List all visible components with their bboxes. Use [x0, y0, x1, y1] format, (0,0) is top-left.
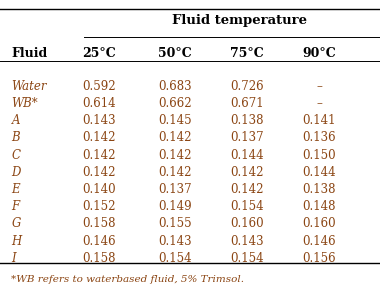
Text: 0.143: 0.143 — [82, 114, 116, 127]
Text: 0.136: 0.136 — [302, 131, 336, 144]
Text: 0.141: 0.141 — [302, 114, 336, 127]
Text: 0.160: 0.160 — [302, 217, 336, 230]
Text: 90°C: 90°C — [302, 47, 336, 60]
Text: 0.149: 0.149 — [158, 200, 192, 213]
Text: 0.671: 0.671 — [230, 97, 264, 110]
Text: Water: Water — [11, 80, 47, 93]
Text: 0.154: 0.154 — [230, 252, 264, 265]
Text: 0.143: 0.143 — [230, 235, 264, 248]
Text: 0.146: 0.146 — [302, 235, 336, 248]
Text: 0.146: 0.146 — [82, 235, 116, 248]
Text: Fluid: Fluid — [11, 47, 48, 60]
Text: B: B — [11, 131, 20, 144]
Text: 0.152: 0.152 — [82, 200, 116, 213]
Text: –: – — [316, 80, 322, 93]
Text: 0.142: 0.142 — [82, 166, 116, 179]
Text: 0.137: 0.137 — [230, 131, 264, 144]
Text: F: F — [11, 200, 19, 213]
Text: 0.726: 0.726 — [230, 80, 264, 93]
Text: 50°C: 50°C — [158, 47, 192, 60]
Text: 0.142: 0.142 — [158, 166, 192, 179]
Text: G: G — [11, 217, 21, 230]
Text: 0.142: 0.142 — [158, 148, 192, 162]
Text: 0.148: 0.148 — [302, 200, 336, 213]
Text: 0.662: 0.662 — [158, 97, 192, 110]
Text: 0.137: 0.137 — [158, 183, 192, 196]
Text: 0.145: 0.145 — [158, 114, 192, 127]
Text: 0.142: 0.142 — [230, 183, 264, 196]
Text: 0.158: 0.158 — [82, 217, 116, 230]
Text: 0.156: 0.156 — [302, 252, 336, 265]
Text: Fluid temperature: Fluid temperature — [172, 14, 307, 27]
Text: 0.158: 0.158 — [82, 252, 116, 265]
Text: 0.154: 0.154 — [230, 200, 264, 213]
Text: 0.138: 0.138 — [302, 183, 336, 196]
Text: 25°C: 25°C — [82, 47, 116, 60]
Text: 0.138: 0.138 — [230, 114, 264, 127]
Text: D: D — [11, 166, 21, 179]
Text: I: I — [11, 252, 16, 265]
Text: 0.143: 0.143 — [158, 235, 192, 248]
Text: 0.144: 0.144 — [302, 166, 336, 179]
Text: –: – — [316, 97, 322, 110]
Text: 0.142: 0.142 — [82, 148, 116, 162]
Text: H: H — [11, 235, 22, 248]
Text: 0.142: 0.142 — [82, 131, 116, 144]
Text: 75°C: 75°C — [230, 47, 264, 60]
Text: 0.160: 0.160 — [230, 217, 264, 230]
Text: *WB refers to waterbased fluid, 5% Trimsol.: *WB refers to waterbased fluid, 5% Trims… — [11, 275, 244, 284]
Text: 0.142: 0.142 — [158, 131, 192, 144]
Text: 0.614: 0.614 — [82, 97, 116, 110]
Text: E: E — [11, 183, 20, 196]
Text: 0.155: 0.155 — [158, 217, 192, 230]
Text: 0.144: 0.144 — [230, 148, 264, 162]
Text: 0.150: 0.150 — [302, 148, 336, 162]
Text: 0.142: 0.142 — [230, 166, 264, 179]
Text: 0.154: 0.154 — [158, 252, 192, 265]
Text: 0.683: 0.683 — [158, 80, 192, 93]
Text: C: C — [11, 148, 21, 162]
Text: A: A — [11, 114, 20, 127]
Text: 0.592: 0.592 — [82, 80, 116, 93]
Text: 0.140: 0.140 — [82, 183, 116, 196]
Text: WB*: WB* — [11, 97, 38, 110]
